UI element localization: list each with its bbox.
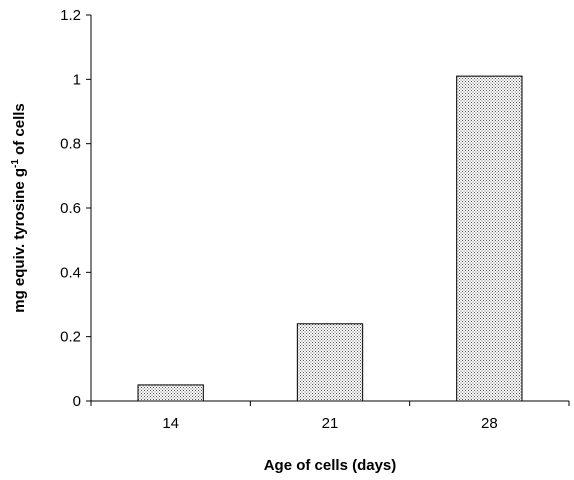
- y-tick-label: 0.8: [60, 136, 81, 153]
- bar-28: [456, 75, 523, 402]
- y-tick-label: 0.6: [60, 200, 81, 217]
- x-tick-label: 28: [481, 415, 498, 432]
- y-tick-label: 1: [73, 71, 81, 88]
- y-tick-label: 0.4: [60, 264, 81, 281]
- y-axis-title-superscript: -1: [10, 159, 21, 168]
- x-tick-label: 14: [162, 415, 179, 432]
- bar-21: [296, 323, 364, 402]
- y-tick-label: 1.2: [60, 7, 81, 24]
- x-tick-label: 21: [322, 415, 339, 432]
- plot-area: 0 0.2 0.4 0.6 0.8 1 1.2 14 21 28: [60, 7, 570, 432]
- x-axis-title: Age of cells (days): [264, 457, 397, 474]
- y-tick-label: 0.2: [60, 329, 81, 346]
- y-tick-label: 0: [73, 393, 81, 410]
- y-axis-title-main: mg equiv. tyrosine g: [11, 168, 28, 313]
- y-axis-title: mg equiv. tyrosine g-1 of cells: [10, 103, 28, 313]
- y-axis-title-rest: of cells: [11, 103, 28, 159]
- bar-14: [137, 384, 204, 402]
